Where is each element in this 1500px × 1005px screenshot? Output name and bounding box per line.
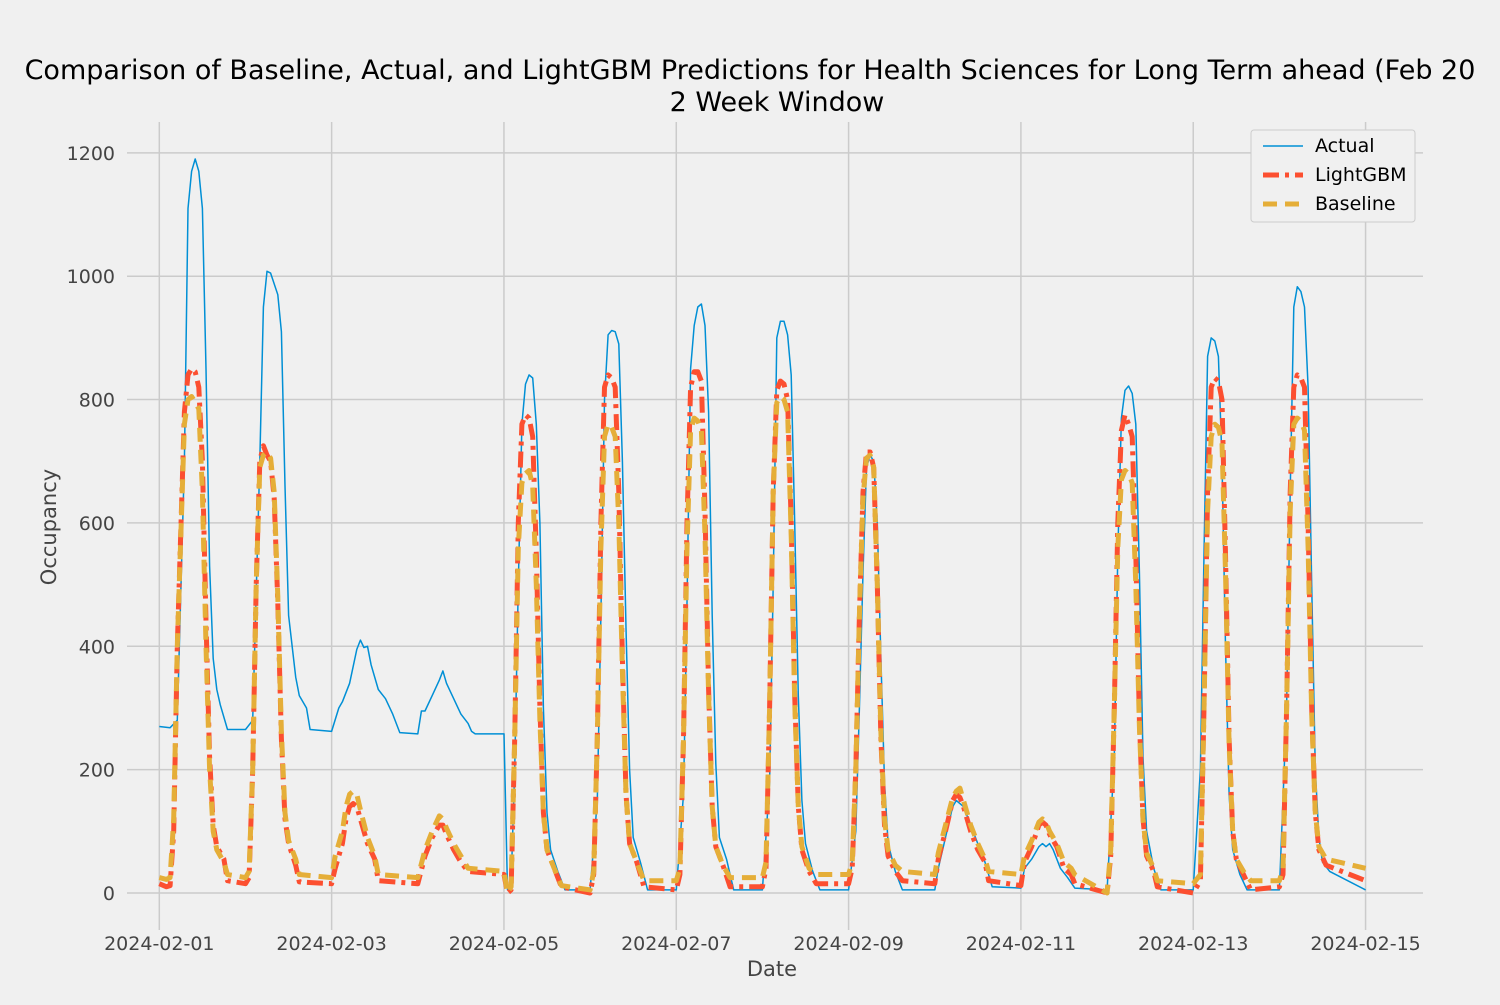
y-tick-label: 800 xyxy=(79,390,115,412)
x-tick-label: 2024-02-01 xyxy=(104,933,214,955)
x-axis-label: Date xyxy=(747,957,797,981)
y-tick-label: 0 xyxy=(103,883,115,905)
legend: Actual LightGBM Baseline xyxy=(1250,129,1416,223)
chart-title: Comparison of Baseline, Actual, and Ligh… xyxy=(25,55,1476,86)
y-tick-label: 1200 xyxy=(67,143,115,165)
series-line-lightgbm xyxy=(158,366,1367,896)
x-tick-label: 2024-02-03 xyxy=(276,933,386,955)
chart-subtitle: 2 Week Window xyxy=(670,87,885,118)
x-tick-label: 2024-02-09 xyxy=(793,933,903,955)
y-tick-label: 200 xyxy=(79,760,115,782)
tick-labels: 0 200 400 600 800 1000 1200 2024-02-01 2024-02-0… xyxy=(67,143,1421,955)
legend-frame xyxy=(1250,129,1416,223)
x-tick-label: 2024-02-13 xyxy=(1138,933,1248,955)
series-line-baseline xyxy=(158,394,1367,896)
y-tick-label: 600 xyxy=(79,513,115,535)
legend-label-actual: Actual xyxy=(1315,135,1375,157)
x-tick-label: 2024-02-11 xyxy=(966,933,1076,955)
x-tick-label: 2024-02-07 xyxy=(621,933,731,955)
legend-label-lightgbm: LightGBM xyxy=(1315,164,1407,186)
series-layer xyxy=(158,158,1367,896)
y-axis-label: Occupancy xyxy=(37,469,61,585)
y-tick-label: 1000 xyxy=(67,266,115,288)
y-tick-label: 400 xyxy=(79,636,115,658)
x-tick-label: 2024-02-15 xyxy=(1310,933,1420,955)
legend-label-baseline: Baseline xyxy=(1315,193,1396,215)
grid xyxy=(127,122,1423,930)
series-line-actual xyxy=(159,158,1366,891)
x-tick-label: 2024-02-05 xyxy=(449,933,559,955)
